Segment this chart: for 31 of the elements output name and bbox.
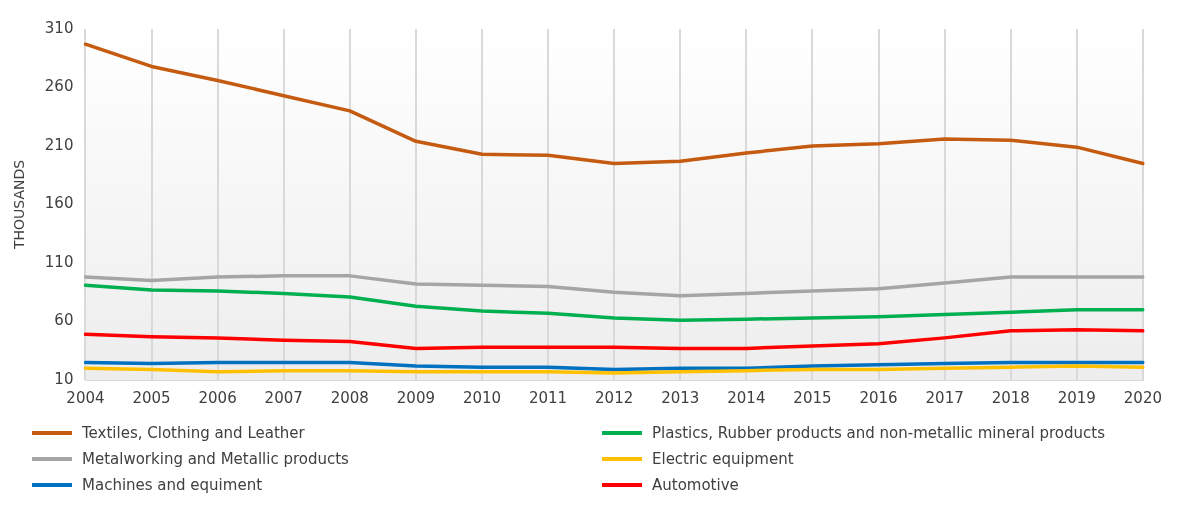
- y-tick-label: 160: [44, 194, 74, 213]
- legend-label: Electric equipment: [652, 450, 794, 468]
- x-tick-label: 2013: [661, 388, 700, 407]
- y-axis-title: THOUSANDS: [11, 159, 28, 251]
- x-tick-label: 2017: [925, 388, 964, 407]
- x-tick-label: 2008: [330, 388, 369, 407]
- y-tick-label: 210: [44, 135, 74, 154]
- y-tick-label: 60: [54, 311, 74, 330]
- x-tick-label: 2018: [991, 388, 1030, 407]
- x-tick-label: 2012: [595, 388, 634, 407]
- y-tick-label: 110: [44, 252, 74, 271]
- legend-label: Machines and equiment: [82, 476, 263, 494]
- x-tick-label: 2004: [66, 388, 105, 407]
- y-tick-label: 10: [54, 369, 74, 388]
- x-tick-label: 2014: [727, 388, 766, 407]
- x-tick-label: 2010: [462, 388, 502, 407]
- legend-label: Metalworking and Metallic products: [82, 450, 349, 468]
- x-tick-label: 2007: [264, 388, 303, 407]
- y-tick-label: 260: [44, 77, 74, 96]
- y-tick-label: 310: [44, 18, 74, 37]
- x-tick-label: 2019: [1057, 388, 1096, 407]
- legend-label: Automotive: [652, 476, 739, 494]
- x-tick-label: 2009: [396, 388, 435, 407]
- x-tick-label: 2015: [793, 388, 832, 407]
- legend-label: Textiles, Clothing and Leather: [82, 424, 305, 442]
- x-tick-label: 2005: [132, 388, 171, 407]
- x-tick-label: 2020: [1123, 388, 1163, 407]
- x-tick-label: 2006: [198, 388, 237, 407]
- x-tick-label: 2011: [528, 388, 568, 407]
- x-tick-label: 2016: [859, 388, 898, 407]
- legend-label: Plastics, Rubber products and non-metallic mineral products: [652, 424, 1105, 442]
